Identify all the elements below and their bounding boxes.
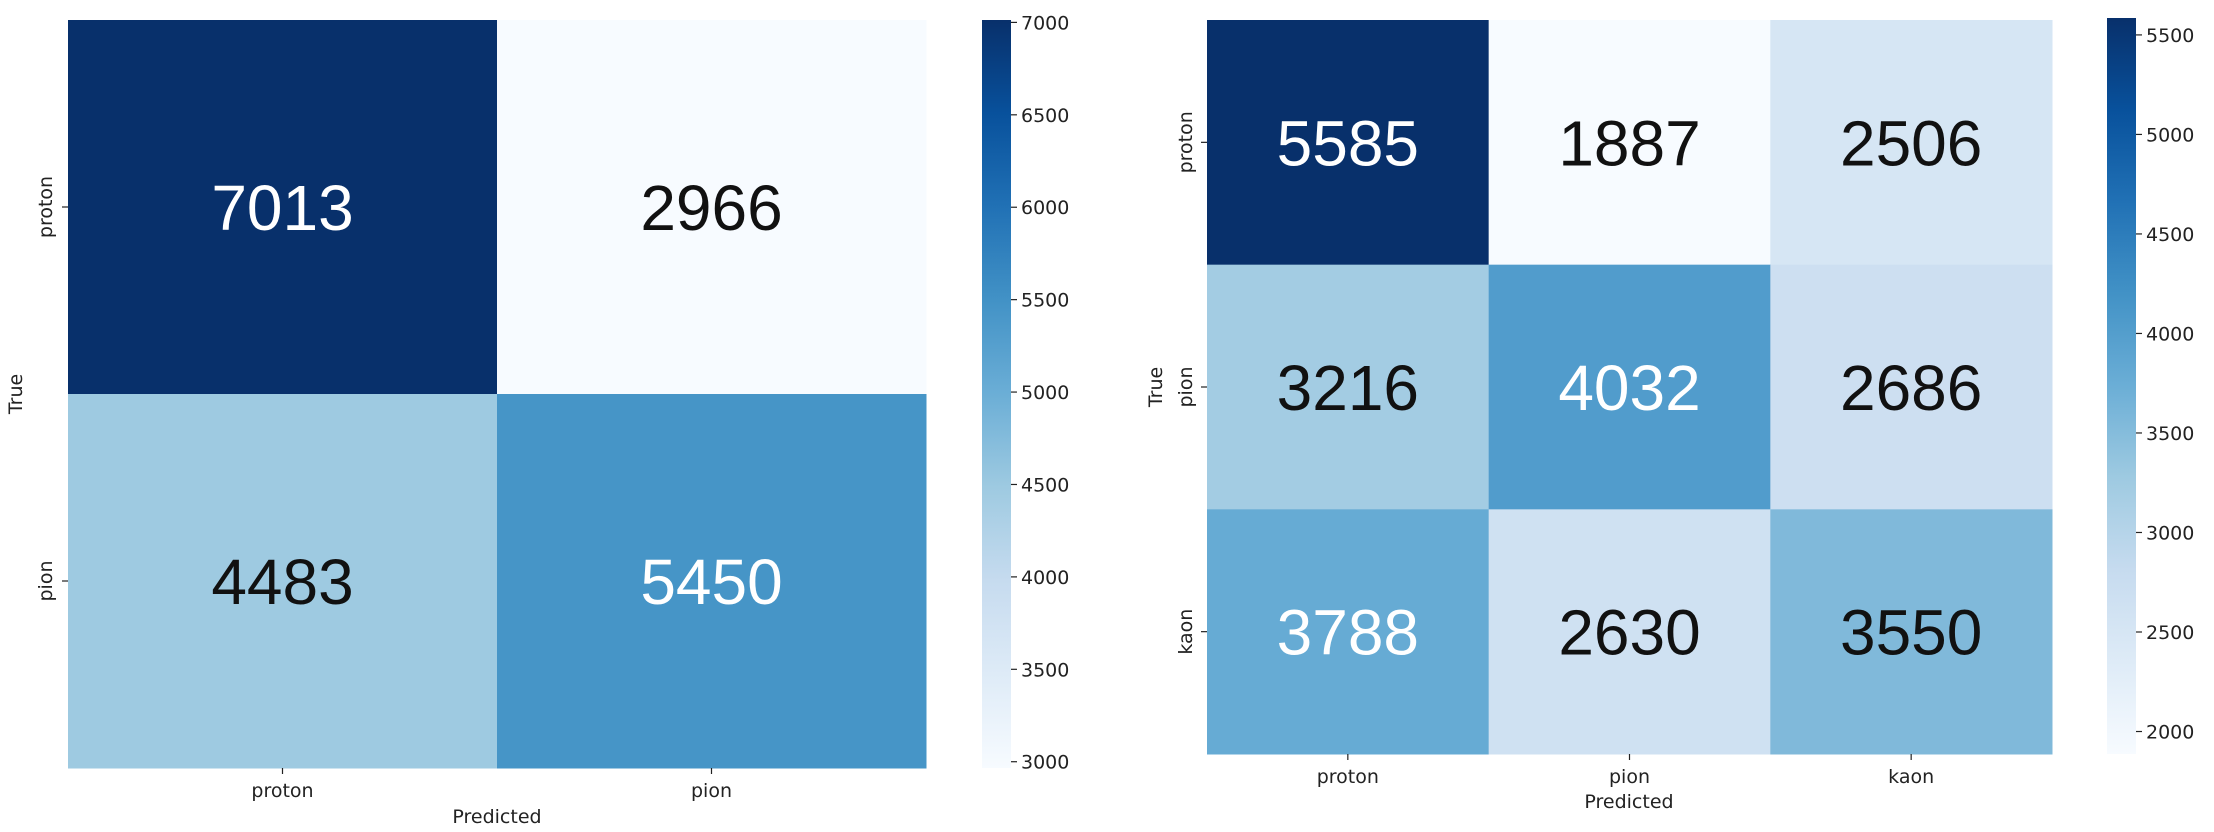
heatmap-2class-ytick-label: pion (35, 560, 57, 601)
heatmap-3class-ylabel: True (1145, 367, 1167, 408)
heatmap-3class-xtick-label: pion (1609, 766, 1650, 788)
colorbar-tick-label: 5500 (2146, 25, 2194, 47)
heatmap-3class-cell (1207, 264, 1490, 510)
colorbar-tick-label: 3000 (1021, 752, 1069, 774)
heatmap-3class-cell-label: 3216 (1277, 352, 1419, 424)
heatmap-3class-xtick-label: kaon (1888, 766, 1934, 788)
heatmap-3class-cell (1488, 20, 1771, 266)
colorbar-tick-label: 3500 (1021, 659, 1069, 681)
colorbar-tick-label: 6000 (1021, 197, 1069, 219)
colorbar-tick-label: 3000 (2146, 522, 2194, 544)
heatmap-3class-cell (1770, 264, 2053, 510)
heatmap-3class-cell-label: 3550 (1840, 597, 1982, 669)
heatmap-3class-xlabel: Predicted (1584, 791, 1673, 813)
heatmap-3class-cell (1207, 20, 1490, 266)
heatmap-3class-cell (1207, 509, 1490, 755)
colorbar-tick-label: 6500 (1021, 105, 1069, 127)
colorbar-tick-label: 4000 (1021, 567, 1069, 589)
colorbar-2class: 3000 3500 4000 4500 5000 5500 6000 6500 7000 (982, 12, 1069, 774)
heatmap-2class-cell (497, 20, 927, 395)
colorbar-tick-label: 5000 (2146, 124, 2194, 146)
heatmap-3class-cell (1770, 509, 2053, 755)
heatmap-2class-cell (68, 20, 498, 395)
colorbar-tick-label: 4000 (2146, 323, 2194, 345)
colorbar-tick-label: 5000 (1021, 382, 1069, 404)
colorbar-tick-label: 5500 (1021, 290, 1069, 312)
colorbar-tick-label: 4500 (2146, 224, 2194, 246)
colorbar-3class: 2000 2500 3000 3500 4000 4500 5000 5500 (2107, 18, 2194, 754)
heatmap-2class-xtick-label: pion (691, 780, 732, 802)
heatmap-3class-cell-label: 1887 (1558, 107, 1700, 179)
heatmap-2class-cell (497, 394, 927, 769)
colorbar-gradient (2107, 18, 2136, 754)
heatmap-3class-cell-label: 3788 (1277, 597, 1419, 669)
heatmap-2class-cell (68, 394, 498, 769)
heatmap-3class-ytick-label: pion (1175, 366, 1197, 407)
heatmap-3class-xtick-label: proton (1317, 766, 1379, 788)
colorbar-tick-label: 4500 (1021, 474, 1069, 496)
heatmap-3class-cell (1770, 20, 2053, 266)
heatmap-2class-xtick-label: proton (251, 780, 313, 802)
colorbar-tick-label: 3500 (2146, 423, 2194, 445)
colorbar-tick-label: 2500 (2146, 622, 2194, 644)
colorbar-tick-label: 7000 (1021, 12, 1069, 34)
colorbar-gradient (982, 20, 1011, 768)
heatmap-2class-ylabel: True (5, 374, 27, 415)
heatmap-3class-cell-label: 4032 (1558, 352, 1700, 424)
heatmap-3class-ytick-label: proton (1175, 111, 1197, 173)
heatmap-2class-cell-label: 7013 (211, 172, 353, 244)
colorbar-tick-label: 2000 (2146, 722, 2194, 744)
heatmap-2class-cell-label: 4483 (211, 546, 353, 618)
heatmap-3class-cell (1488, 509, 1771, 755)
heatmap-3class-cell-label: 2506 (1840, 107, 1982, 179)
heatmap-2class: 7013 2966 4483 5450 proton pion proton pion (35, 20, 927, 802)
heatmap-2class-ytick-label: proton (35, 176, 57, 238)
heatmap-3class-cell-label: 5585 (1277, 107, 1419, 179)
heatmap-2class-xlabel: Predicted (452, 806, 541, 828)
heatmap-3class-cell (1488, 264, 1771, 510)
heatmap-2class-cell-label: 2966 (640, 172, 782, 244)
heatmap-2class-cell-label: 5450 (640, 546, 782, 618)
heatmap-3class-ytick-label: kaon (1175, 609, 1197, 655)
heatmap-3class-cell-label: 2630 (1558, 597, 1700, 669)
heatmap-3class-cell-label: 2686 (1840, 352, 1982, 424)
heatmap-3class: 5585 1887 2506 3216 4032 2686 3788 2630 3550 prot… (1175, 20, 2053, 788)
